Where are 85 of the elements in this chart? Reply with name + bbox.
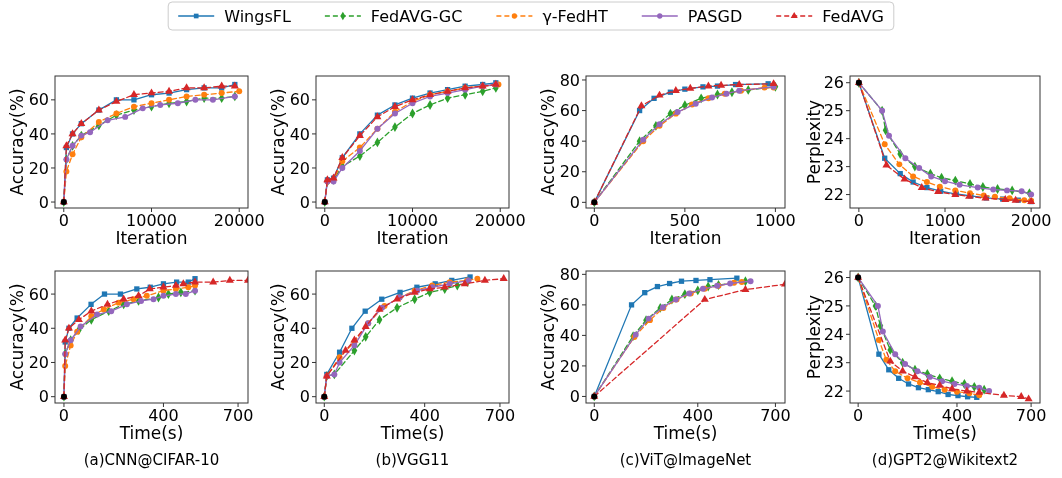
y-tick-label: 23: [823, 353, 844, 373]
y-tick-label: 60: [289, 284, 310, 304]
y-axis-title: Perplexity: [804, 99, 824, 185]
x-tick-label: 0: [853, 211, 864, 230]
y-tick-label: 80: [559, 70, 580, 90]
x-tick-label: 10000: [126, 211, 177, 230]
y-tick-label: 20: [289, 158, 310, 178]
x-tick-label: 400: [941, 406, 973, 425]
y-tick-label: 23: [823, 157, 844, 177]
x-tick-label: 0: [853, 406, 864, 425]
text: (a)CNN@CIFAR-10: [83, 451, 220, 469]
y-tick-label: 60: [559, 101, 580, 121]
legend-label: FedAVG: [822, 6, 884, 26]
y-tick-label: 26: [823, 73, 844, 93]
y-tick-label: 20: [28, 353, 49, 373]
x-axis-title: Time(s): [652, 423, 718, 443]
legend-label: PASGD: [687, 6, 743, 26]
y-tick-label: 20: [559, 356, 580, 376]
y-tick-label: 0: [38, 192, 49, 212]
y-axis-title: Accuracy(%): [7, 88, 27, 196]
x-tick-label: 0: [319, 406, 330, 425]
y-tick-label: 0: [569, 192, 580, 212]
x-axis-title: Time(s): [118, 423, 184, 443]
y-tick-label: 60: [559, 295, 580, 315]
x-tick-label: 400: [409, 406, 440, 425]
y-tick-label: 20: [289, 353, 310, 373]
x-tick-label: 700: [222, 406, 254, 425]
y-tick-label: 24: [823, 129, 844, 149]
x-tick-label: 0: [58, 211, 69, 230]
x-tick-label: 2000: [1010, 211, 1052, 230]
y-tick-label: 26: [823, 268, 844, 288]
x-tick-label: 20000: [213, 211, 265, 230]
text: (b)VGG11: [375, 451, 450, 469]
y-tick-label: 0: [569, 387, 580, 407]
y-axis-title: Accuracy(%): [538, 88, 558, 196]
y-tick-label: 0: [38, 387, 49, 407]
x-tick-label: 400: [148, 406, 179, 425]
y-tick-label: 0: [299, 192, 310, 212]
x-tick-label: 0: [58, 406, 70, 425]
x-axis-title: Iteration: [376, 228, 449, 248]
x-tick-label: 1000: [755, 211, 796, 230]
x-tick-label: 0: [319, 211, 330, 230]
y-tick-label: 40: [559, 326, 580, 345]
x-tick-label: 500: [669, 211, 701, 230]
y-tick-label: 40: [28, 124, 49, 144]
legend-label: FedAVG-GC: [370, 6, 463, 26]
x-tick-label: 400: [682, 406, 714, 425]
x-tick-label: 1000: [924, 211, 966, 230]
y-tick-label: 20: [559, 162, 580, 182]
y-tick-label: 22: [823, 185, 844, 205]
y-tick-label: 40: [289, 124, 310, 144]
y-tick-label: 40: [289, 318, 310, 338]
y-axis-title: Accuracy(%): [538, 283, 558, 391]
y-tick-label: 24: [823, 324, 844, 344]
y-axis-title: Accuracy(%): [268, 283, 288, 391]
y-tick-label: 40: [28, 318, 49, 338]
x-tick-label: 0: [589, 211, 600, 230]
y-axis-title: Perplexity: [804, 294, 824, 380]
y-tick-label: 80: [559, 264, 580, 284]
x-tick-label: 0: [589, 406, 600, 425]
x-axis-title: Iteration: [649, 228, 722, 248]
x-tick-label: 20000: [474, 211, 526, 230]
y-tick-label: 60: [289, 90, 310, 110]
x-axis-title: Time(s): [379, 423, 445, 443]
y-tick-label: 25: [823, 296, 844, 316]
x-tick-label: 700: [1015, 406, 1047, 425]
x-axis-title: Iteration: [115, 228, 188, 248]
y-tick-label: 40: [559, 131, 580, 151]
text: (d)GPT2@Wikitext2: [871, 451, 1019, 469]
y-tick-label: 0: [299, 387, 310, 407]
y-axis-title: Accuracy(%): [268, 88, 288, 196]
x-axis-title: Iteration: [908, 228, 982, 248]
y-tick-label: 60: [28, 90, 49, 110]
legend-label: WingsFL: [224, 6, 291, 26]
y-tick-label: 22: [823, 381, 844, 401]
legend-label: γ-FedHT: [542, 6, 608, 26]
y-axis-title: Accuracy(%): [7, 283, 27, 391]
y-tick-label: 20: [28, 158, 49, 178]
x-tick-label: 10000: [387, 211, 438, 230]
y-tick-label: 60: [28, 284, 49, 304]
x-axis-title: Time(s): [912, 423, 977, 443]
text: (c)ViT@ImageNet: [619, 451, 752, 469]
x-tick-label: 700: [760, 406, 791, 425]
x-tick-label: 700: [484, 406, 516, 425]
y-tick-label: 25: [823, 101, 844, 121]
